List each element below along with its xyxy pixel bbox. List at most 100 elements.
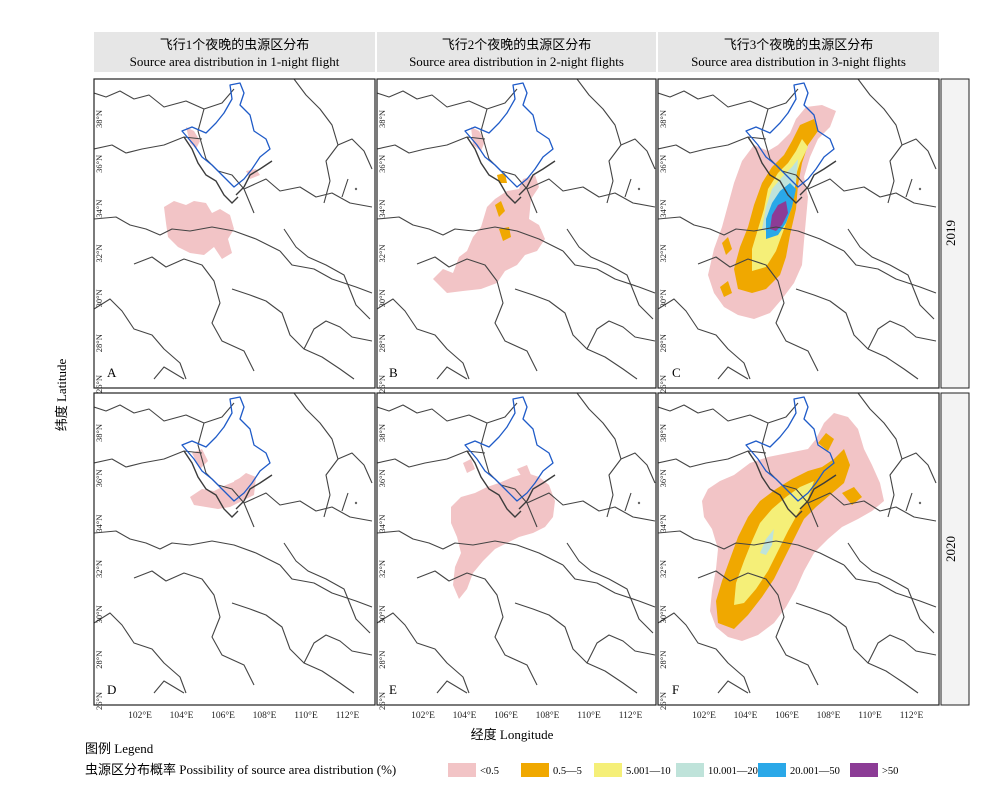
- panel-letter-f: F: [672, 682, 679, 697]
- legend-label: >50: [882, 766, 898, 777]
- latitude-tick-label: 30°N: [658, 605, 668, 623]
- longitude-tick-labels: 102°E 104°E 106°E 108°E 110°E 112°E 102°E 104°E…: [128, 710, 923, 721]
- longitude-tick-label: 108°E: [817, 710, 841, 721]
- header-2-zh: 飞行2个夜晚的虫源区分布: [442, 37, 592, 52]
- latitude-tick-label: 32°N: [94, 244, 104, 262]
- legend-swatch: [521, 763, 549, 777]
- latitude-tick-label: 30°N: [377, 605, 387, 623]
- header-2-en: Source area distribution in 2-night flig…: [409, 54, 624, 69]
- column-header-1: 飞行1个夜晚的虫源区分布 Source area distribution in…: [94, 32, 375, 72]
- legend-swatch: [758, 763, 786, 777]
- panel-letter-c: C: [672, 365, 681, 380]
- latitude-tick-label: 26°N: [94, 692, 104, 710]
- latitude-tick-label: 26°N: [658, 375, 668, 393]
- latitude-tick-label: 38°N: [377, 110, 387, 128]
- latitude-tick-label: 28°N: [94, 651, 104, 669]
- latitude-tick-labels: 38°N 36°N 34°N 32°N 30°N 28°N 26°N 38°N 36°N 34°N…: [94, 110, 668, 710]
- longitude-tick-label: 112°E: [336, 710, 360, 721]
- longitude-tick-label: 112°E: [619, 710, 643, 721]
- header-3-en: Source area distribution in 3-night flig…: [691, 54, 906, 69]
- legend-swatch: [676, 763, 704, 777]
- latitude-tick-label: 32°N: [658, 244, 668, 262]
- longitude-tick-label: 110°E: [858, 710, 882, 721]
- latitude-tick-label: 34°N: [377, 200, 387, 218]
- longitude-tick-label: 110°E: [294, 710, 318, 721]
- latitude-tick-label: 38°N: [658, 110, 668, 128]
- y-axis-label: 纬度 Latitude: [54, 358, 69, 431]
- legend: 图例 Legend 虫源区分布概率 Possibility of source …: [85, 741, 898, 777]
- latitude-tick-label: 26°N: [94, 375, 104, 393]
- panel-letter-d: D: [107, 682, 116, 697]
- latitude-tick-label: 32°N: [658, 560, 668, 578]
- longitude-tick-label: 108°E: [536, 710, 560, 721]
- latitude-tick-label: 30°N: [94, 289, 104, 307]
- legend-items: <0.5 0.5—5 5.001—10 10.001—20 20.001—50 >50: [448, 763, 898, 777]
- latitude-tick-label: 28°N: [377, 651, 387, 669]
- latitude-tick-label: 34°N: [377, 515, 387, 533]
- legend-label: <0.5: [480, 766, 499, 777]
- latitude-tick-label: 34°N: [94, 200, 104, 218]
- legend-subtitle: 虫源区分布概率 Possibility of source area distr…: [85, 762, 396, 777]
- latitude-tick-label: 34°N: [94, 515, 104, 533]
- latitude-tick-label: 26°N: [658, 692, 668, 710]
- legend-label: 0.5—5: [553, 766, 582, 777]
- latitude-tick-label: 28°N: [377, 334, 387, 352]
- svg-text:2020: 2020: [943, 536, 958, 562]
- panel-letter-e: E: [389, 682, 397, 697]
- header-1-en: Source area distribution in 1-night flig…: [130, 54, 340, 69]
- longitude-tick-label: 106°E: [494, 710, 518, 721]
- map-panel-e: E: [376, 392, 657, 706]
- row-label-2019: 2019: [940, 78, 970, 389]
- latitude-tick-label: 36°N: [658, 469, 668, 487]
- column-header-3: 飞行3个夜晚的虫源区分布 Source area distribution in…: [658, 32, 939, 72]
- latitude-tick-label: 38°N: [377, 424, 387, 442]
- map-panel-a: A: [93, 78, 376, 389]
- map-panel-c: C: [657, 78, 940, 389]
- longitude-tick-label: 102°E: [692, 710, 716, 721]
- header-1-zh: 飞行1个夜晚的虫源区分布: [160, 37, 310, 52]
- map-panel-d: D: [93, 392, 376, 706]
- legend-swatch: [448, 763, 476, 777]
- latitude-tick-label: 26°N: [377, 692, 387, 710]
- legend-label: 5.001—10: [626, 766, 671, 777]
- longitude-tick-label: 106°E: [775, 710, 799, 721]
- latitude-tick-label: 28°N: [658, 651, 668, 669]
- longitude-tick-label: 112°E: [900, 710, 924, 721]
- latitude-tick-label: 34°N: [658, 515, 668, 533]
- panel-letter-b: B: [389, 365, 398, 380]
- latitude-tick-label: 30°N: [94, 605, 104, 623]
- latitude-tick-label: 32°N: [377, 244, 387, 262]
- header-3-zh: 飞行3个夜晚的虫源区分布: [724, 37, 874, 52]
- latitude-tick-label: 36°N: [94, 469, 104, 487]
- latitude-tick-label: 38°N: [94, 110, 104, 128]
- latitude-tick-label: 30°N: [377, 289, 387, 307]
- legend-swatch: [850, 763, 878, 777]
- map-panel-f: F: [657, 392, 940, 706]
- latitude-tick-label: 30°N: [658, 289, 668, 307]
- column-header-2: 飞行2个夜晚的虫源区分布 Source area distribution in…: [377, 32, 656, 72]
- legend-title: 图例 Legend: [85, 741, 154, 756]
- latitude-tick-label: 38°N: [658, 424, 668, 442]
- latitude-tick-label: 36°N: [377, 155, 387, 173]
- latitude-tick-label: 34°N: [658, 200, 668, 218]
- longitude-tick-label: 104°E: [170, 710, 194, 721]
- legend-label: 10.001—20: [708, 766, 758, 777]
- longitude-tick-label: 102°E: [128, 710, 152, 721]
- panel-letter-a: A: [107, 365, 117, 380]
- latitude-tick-label: 28°N: [658, 334, 668, 352]
- longitude-tick-label: 106°E: [211, 710, 235, 721]
- latitude-tick-label: 36°N: [377, 469, 387, 487]
- latitude-tick-label: 38°N: [94, 424, 104, 442]
- latitude-tick-label: 26°N: [377, 375, 387, 393]
- latitude-tick-label: 36°N: [658, 155, 668, 173]
- latitude-tick-label: 32°N: [377, 560, 387, 578]
- longitude-tick-label: 104°E: [734, 710, 758, 721]
- map-panel-b: B: [376, 78, 657, 389]
- legend-label: 20.001—50: [790, 766, 840, 777]
- longitude-tick-label: 110°E: [577, 710, 601, 721]
- legend-swatch: [594, 763, 622, 777]
- svg-text:2019: 2019: [943, 220, 958, 246]
- latitude-tick-label: 32°N: [94, 560, 104, 578]
- x-axis-label: 经度 Longitude: [471, 727, 554, 742]
